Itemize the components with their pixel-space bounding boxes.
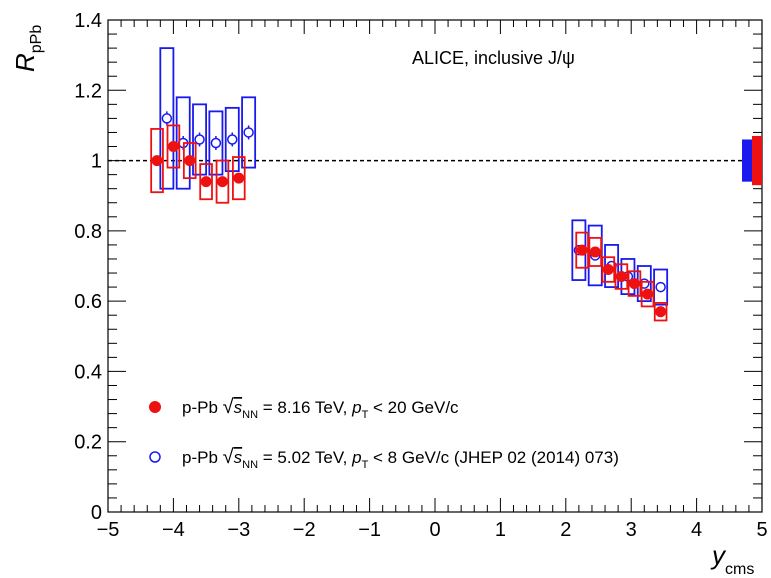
syst-box: [232, 156, 246, 201]
y-tick-label: 1.4: [74, 10, 102, 32]
axis-ticks: −5 −4 −3 −2 −1 0 1 2 3 4 5 0 0.2 0.4 0.6 0.8 1 1.2 1.4: [74, 10, 767, 541]
syst-box: [627, 270, 642, 297]
data-point: [184, 155, 196, 167]
data-point: [200, 176, 212, 188]
syst-box: [159, 47, 175, 190]
syst-box: [588, 236, 603, 267]
data-point: [233, 172, 245, 184]
x-tick-label: 1: [495, 519, 506, 541]
legend-marker-8-16: [149, 401, 161, 413]
data-point: [216, 176, 228, 188]
y-tick-label: 0.2: [74, 432, 102, 454]
data-point: [602, 264, 614, 276]
syst-box: [199, 163, 213, 201]
syst-box: [601, 256, 616, 283]
x-tick-label: 0: [429, 519, 440, 541]
syst-box: [166, 124, 181, 169]
syst-box: [640, 280, 655, 308]
data-point: [243, 127, 254, 138]
y-tick-label: 1.2: [74, 80, 102, 102]
global-uncertainty-5-02: [742, 139, 752, 182]
data-point: [615, 271, 627, 283]
syst-box: [150, 128, 164, 194]
data-point: [151, 155, 163, 167]
data-point: [655, 306, 667, 318]
syst-box: [241, 96, 257, 169]
legend-label-8-16: p-Pb √sNN = 8.16 TeV, pT < 20 GeV/c: [182, 396, 459, 421]
legend: p-Pb √sNN = 8.16 TeV, pT < 20 GeV/c p-Pb…: [149, 396, 619, 471]
y-tick-label: 0.8: [74, 221, 102, 243]
y-tick-label: 1: [91, 151, 102, 173]
chart-annotation: ALICE, inclusive J/ψ: [412, 48, 575, 68]
x-axis-title-subscript: cms: [725, 561, 754, 578]
x-tick-label: −5: [97, 519, 120, 541]
x-tick-label: −3: [227, 519, 250, 541]
x-tick-label: 4: [691, 519, 702, 541]
x-axis-title: ycms: [710, 540, 754, 578]
data-point: [642, 288, 654, 300]
data-point: [161, 113, 173, 124]
data-point: [628, 278, 640, 290]
axis-labels: RpPb ycms ALICE, inclusive J/ψ: [10, 25, 754, 578]
syst-box: [182, 142, 197, 180]
data-point: [589, 246, 601, 258]
data-series: [150, 47, 669, 322]
data-point: [227, 134, 238, 145]
y-axis-title-subscript: pPb: [28, 25, 45, 54]
y-tick-label: 0: [91, 502, 102, 524]
syst-box: [215, 159, 230, 204]
data-point: [167, 141, 179, 153]
x-tick-label: −1: [358, 519, 381, 541]
legend-label-5-02: p-Pb √sNN = 5.02 TeV, pT < 8 GeV/c (JHEP…: [182, 446, 619, 471]
data-point: [655, 281, 666, 293]
global-uncertainty-8-16: [752, 135, 762, 186]
syst-box: [575, 231, 589, 269]
y-axis-title: RpPb: [10, 25, 45, 72]
plot-area-border: [107, 19, 763, 513]
syst-box: [653, 301, 668, 322]
x-tick-label: 5: [756, 519, 767, 541]
data-point: [210, 137, 222, 149]
series-8-16-tev: [150, 124, 668, 322]
y-tick-label: 0.4: [74, 361, 102, 383]
x-tick-label: −2: [293, 519, 316, 541]
x-tick-label: 2: [560, 519, 571, 541]
data-point: [576, 244, 588, 256]
plot-frame: [107, 19, 763, 513]
legend-marker-5-02: [149, 451, 161, 463]
y-tick-label: 0.6: [74, 291, 102, 313]
x-tick-label: 3: [626, 519, 637, 541]
global-uncertainty-boxes: [742, 135, 762, 186]
data-point: [194, 134, 205, 145]
x-tick-label: −4: [162, 519, 185, 541]
syst-box: [614, 263, 629, 290]
